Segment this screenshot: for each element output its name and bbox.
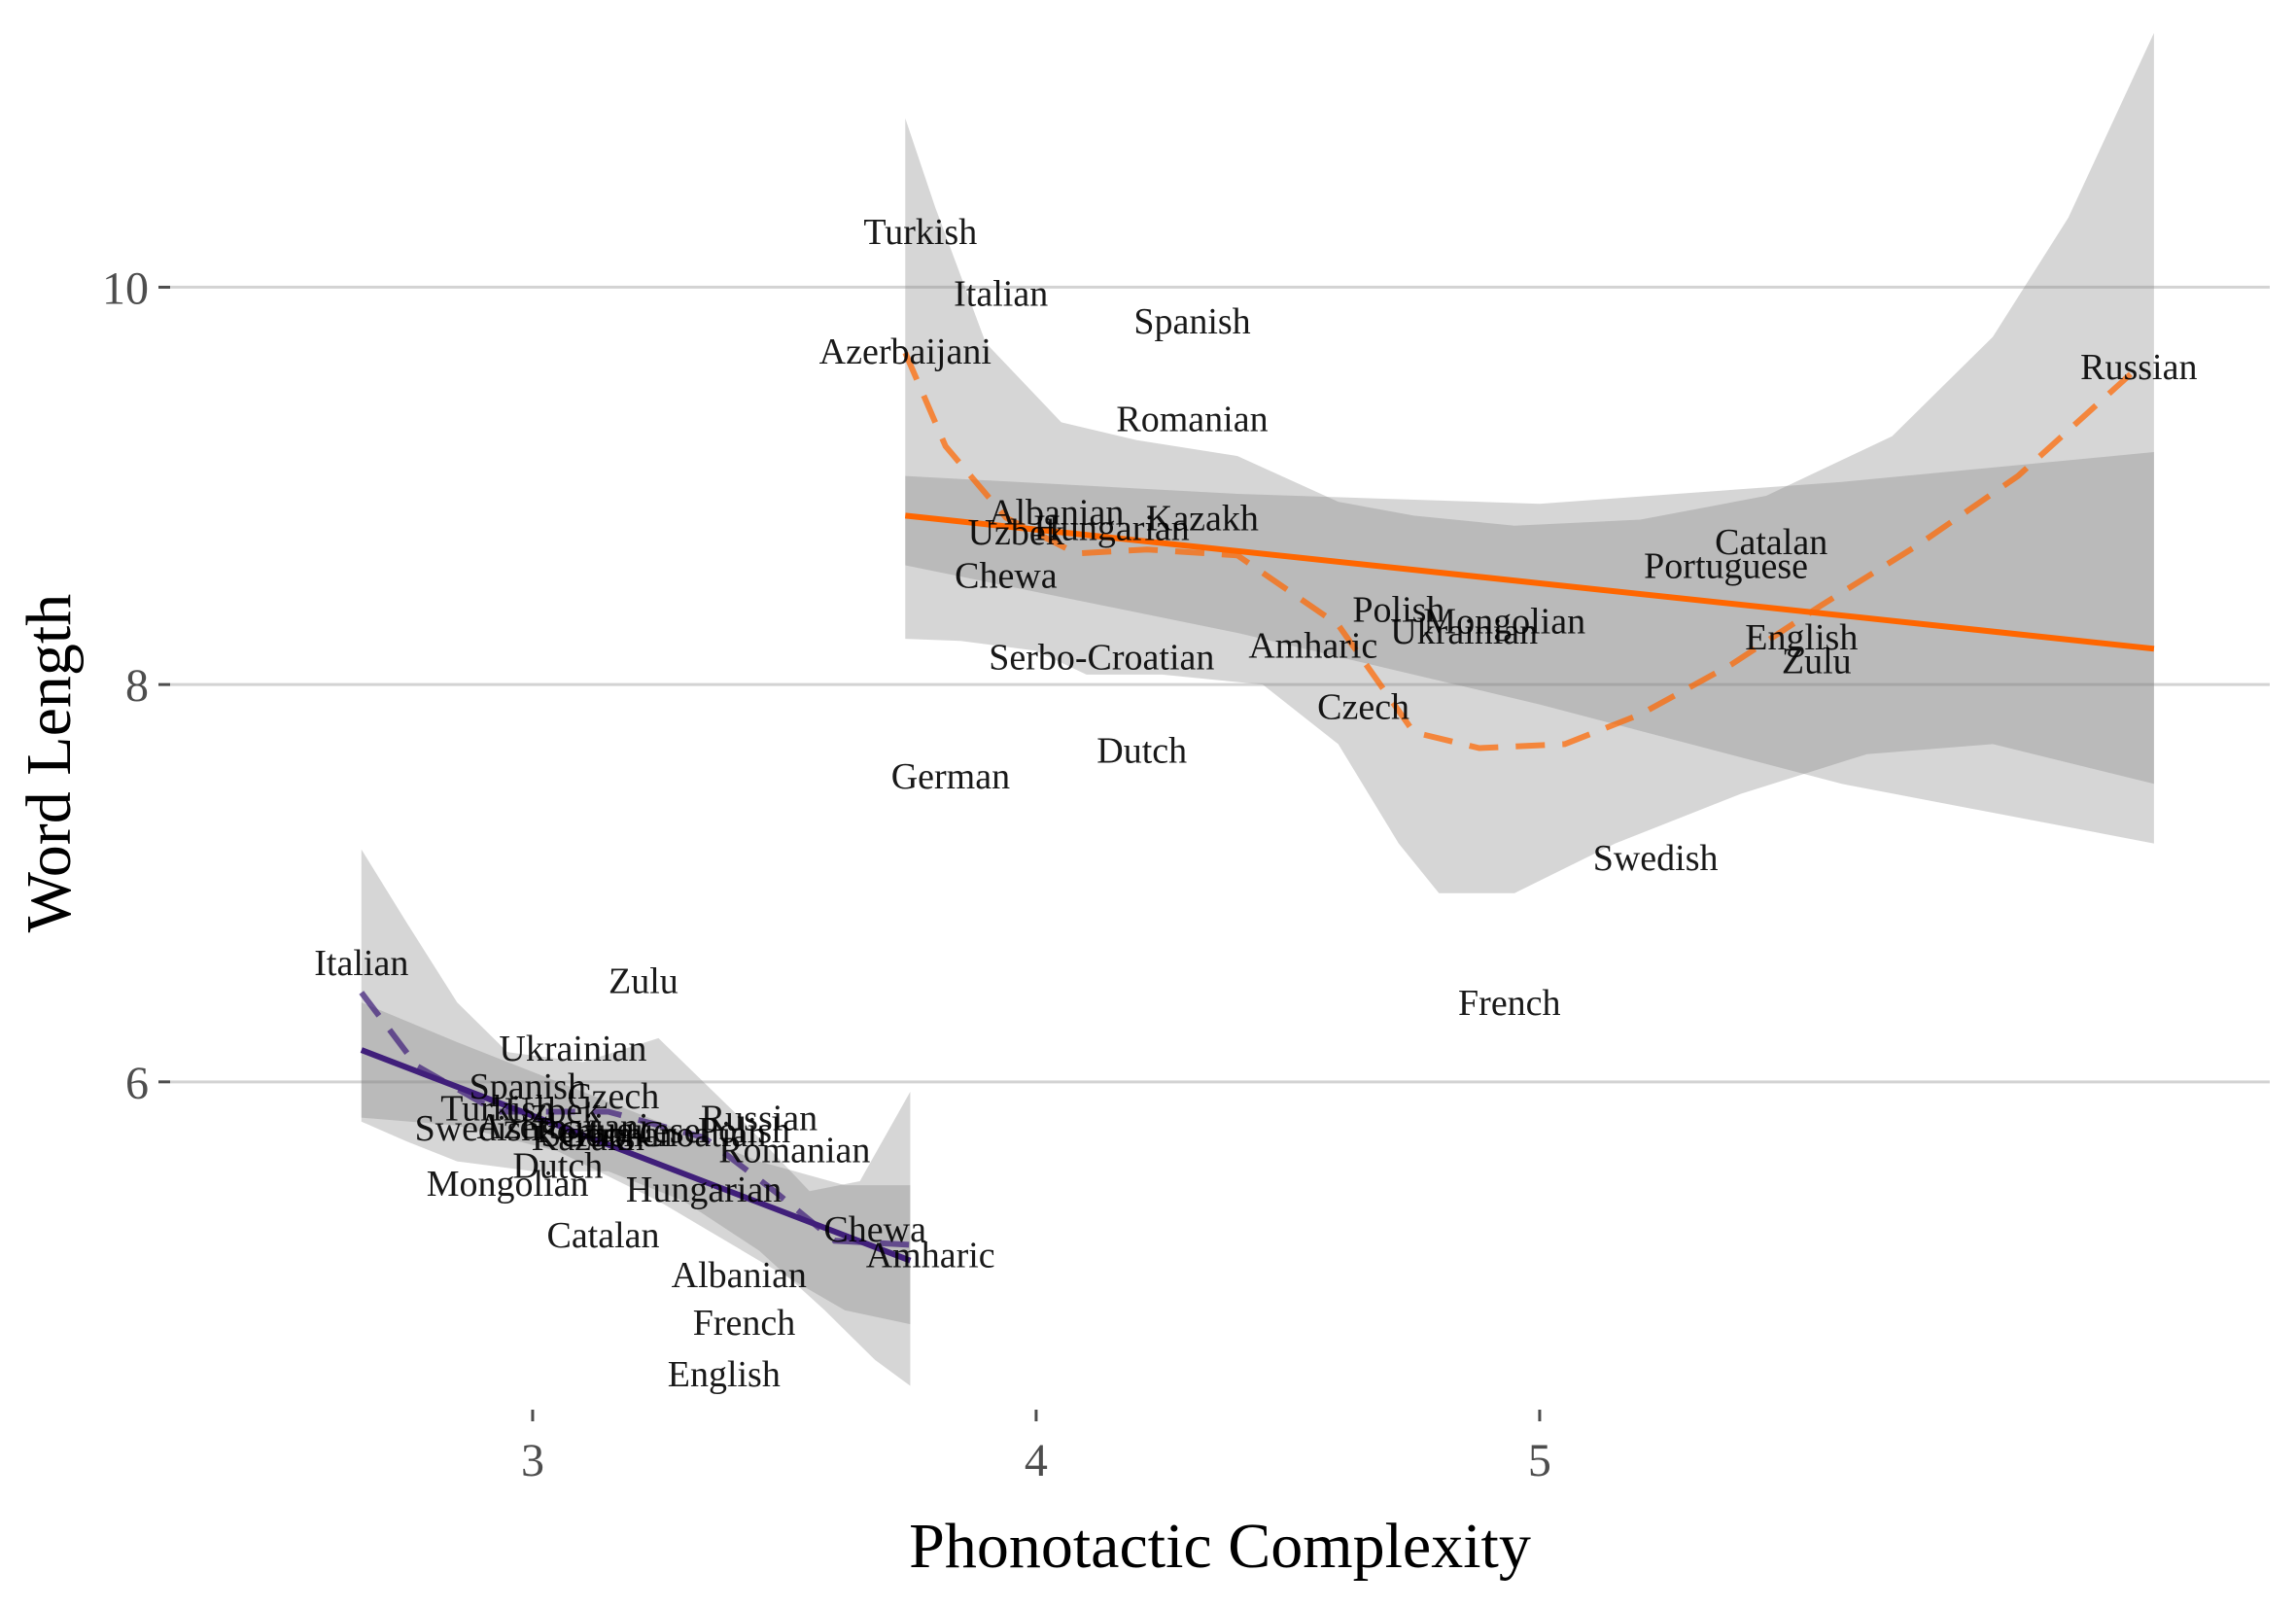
- point-label: Mongolian: [1423, 602, 1585, 643]
- point-label: French: [693, 1303, 796, 1344]
- point-label: Serbo-Croatian: [540, 1114, 766, 1155]
- point-label: Swedish: [415, 1108, 540, 1149]
- point-label: Spanish: [1133, 301, 1250, 342]
- point-label: Polish: [698, 1110, 790, 1151]
- point-label: German: [891, 756, 1010, 797]
- loess-confidence-band: [361, 849, 911, 1386]
- point-label: English: [1745, 617, 1858, 658]
- point-label: English: [668, 1354, 781, 1395]
- point-label: Amharic: [1248, 625, 1377, 666]
- point-label: Spanish: [470, 1066, 586, 1107]
- point-label: Albanian: [989, 492, 1124, 533]
- point-label: Uzbek: [968, 512, 1064, 553]
- point-label: Mongolian: [427, 1164, 589, 1205]
- point-label: Polish: [1352, 590, 1444, 631]
- point-label: Ukrainian: [1390, 611, 1538, 652]
- point-label: Russian: [2080, 347, 2197, 388]
- point-label: Czech: [567, 1076, 659, 1117]
- point-label: Swedish: [1593, 838, 1719, 879]
- y-tick-label: 10: [102, 262, 149, 314]
- point-label: Czech: [1317, 687, 1409, 728]
- point-label: Kazakh: [532, 1118, 644, 1159]
- point-label: Italian: [314, 943, 408, 984]
- point-label: Catalan: [546, 1215, 659, 1256]
- x-tick-label: 3: [521, 1435, 544, 1486]
- point-label: Turkish: [863, 212, 977, 253]
- linear-fit-line: [904, 512, 2155, 652]
- point-label: Chewa: [823, 1209, 926, 1250]
- point-label: Dutch: [1096, 731, 1187, 772]
- fit-lines: [359, 351, 2155, 1264]
- point-label: Italian: [954, 274, 1048, 315]
- point-label: Albanian: [672, 1255, 807, 1296]
- point-label: Amharic: [866, 1236, 995, 1276]
- y-tick-label: 6: [125, 1058, 149, 1109]
- point-label: Hungarian: [1033, 508, 1189, 549]
- point-label: Turkish: [440, 1088, 554, 1129]
- point-label: Hungarian: [626, 1170, 782, 1210]
- loess-confidence-band: [905, 32, 2154, 893]
- point-label: Azerbaijani: [819, 332, 991, 372]
- point-label: Portuguese: [537, 1110, 701, 1151]
- point-label: Azerbaijani: [476, 1106, 648, 1147]
- point-label: Serbo-Croatian: [989, 638, 1214, 679]
- gridlines: [170, 285, 2270, 1084]
- x-axis-title: Phonotactic Complexity: [909, 1511, 1531, 1582]
- loess-fit-line: [902, 351, 2141, 751]
- point-label: Zulu: [609, 961, 678, 1002]
- x-tick-label: 5: [1528, 1435, 1551, 1486]
- point-label: Portuguese: [1644, 546, 1808, 587]
- point-label: Romanian: [1116, 399, 1268, 439]
- point-label: Dutch: [512, 1146, 603, 1187]
- loess-fit-line: [359, 991, 911, 1248]
- point-label: French: [1458, 983, 1561, 1024]
- point-label: Romanian: [718, 1130, 870, 1170]
- linear-confidence-band: [361, 1002, 911, 1325]
- point-label: Russian: [701, 1099, 818, 1139]
- y-axis-title: Word Length: [14, 594, 85, 932]
- point-label: Zulu: [1782, 642, 1852, 682]
- axes: 6 8 10 3 4 5: [102, 262, 1551, 1486]
- point-labels: Italian ZuluUkrainianSpanishCzechTurkishU…: [314, 212, 2197, 1395]
- y-tick-label: 8: [125, 660, 149, 712]
- point-label: Kazakh: [1146, 499, 1259, 540]
- point-label: German: [559, 1114, 678, 1155]
- point-label: Ukrainian: [499, 1029, 646, 1069]
- point-label: Catalan: [1715, 522, 1827, 563]
- point-label: Chewa: [955, 556, 1058, 597]
- point-label: Uzbek: [504, 1090, 601, 1131]
- x-tick-label: 4: [1025, 1435, 1048, 1486]
